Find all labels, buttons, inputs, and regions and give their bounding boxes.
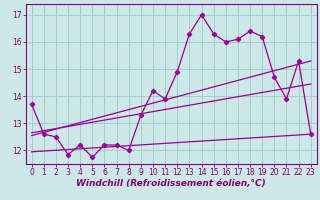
X-axis label: Windchill (Refroidissement éolien,°C): Windchill (Refroidissement éolien,°C): [76, 179, 266, 188]
